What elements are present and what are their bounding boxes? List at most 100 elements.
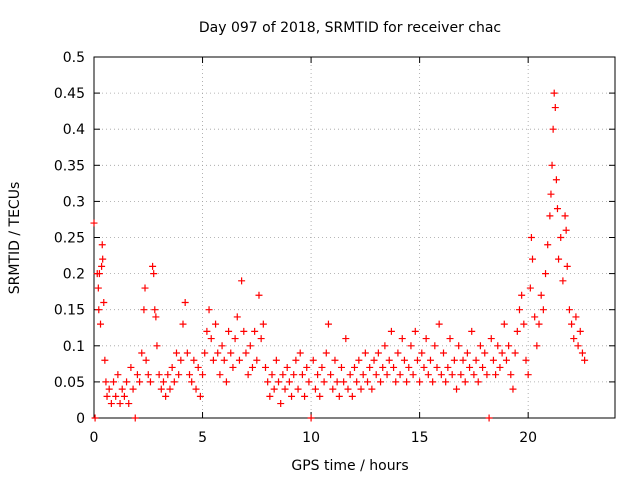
data-point [511,349,519,357]
data-point [168,363,176,371]
data-point [162,392,170,400]
data-point [396,371,404,379]
data-point [203,327,211,335]
data-point [212,320,220,328]
data-point [335,392,343,400]
data-point [94,284,102,292]
data-point [248,363,256,371]
data-point [98,241,106,249]
data-point [553,205,561,213]
data-point [261,363,269,371]
data-point [429,378,437,386]
data-point [400,356,408,364]
data-point [472,356,480,364]
data-point [440,349,448,357]
data-point [581,356,589,364]
data-point [526,284,534,292]
data-point [390,363,398,371]
data-point [152,313,160,321]
data-point [199,371,207,379]
data-point [251,327,259,335]
data-point [372,371,380,379]
data-point [364,378,372,386]
data-point [529,255,537,263]
data-point [290,371,298,379]
data-point [296,349,304,357]
data-point [190,356,198,364]
data-point [407,342,415,350]
data-point [385,356,393,364]
data-point [144,371,152,379]
data-point [175,371,183,379]
data-point [166,385,174,393]
data-point [164,371,172,379]
data-point [450,356,458,364]
y-tick-label: 0.45 [54,86,85,102]
data-point [99,255,107,263]
data-point [301,392,309,400]
data-point [98,262,106,270]
data-point [186,371,194,379]
data-point [194,363,202,371]
data-point [333,378,341,386]
data-point [227,349,235,357]
data-point [272,356,280,364]
data-point [383,371,391,379]
data-point [172,349,180,357]
data-point [105,385,113,393]
data-points [90,89,589,422]
data-point [331,356,339,364]
data-point [279,371,287,379]
data-point [448,371,456,379]
data-point [479,363,487,371]
data-point [535,320,543,328]
data-point [424,371,432,379]
data-point [103,392,111,400]
data-point [285,378,293,386]
y-tick-label: 0.35 [54,158,85,174]
x-tick-label: 5 [198,430,207,446]
y-tick-label: 0.2 [63,267,85,283]
data-point [518,291,526,299]
y-tick-label: 0.15 [54,303,85,319]
data-point [494,342,502,350]
data-point [118,385,126,393]
data-point [283,363,291,371]
data-point [305,378,313,386]
data-point [268,371,276,379]
data-point [537,291,545,299]
data-point [576,327,584,335]
data-point [201,349,209,357]
x-axis: 0 5 10 15 20 [90,57,537,446]
data-point [374,349,382,357]
data-point [561,212,569,220]
y-tick-label: 0.4 [63,122,85,138]
data-point [513,327,521,335]
data-point [116,400,124,408]
data-point [136,378,144,386]
data-point [570,335,578,343]
data-point [337,363,345,371]
x-tick-label: 20 [519,430,537,446]
data-point [403,378,411,386]
data-point [292,356,300,364]
data-point [277,400,285,408]
data-point [370,356,378,364]
data-point [170,378,178,386]
data-point [368,385,376,393]
y-tick-label: 0.3 [63,194,85,210]
data-point [418,349,426,357]
data-point [387,327,395,335]
data-point [253,356,261,364]
data-point [225,327,233,335]
data-point [437,371,445,379]
data-point [483,371,491,379]
data-point [100,298,108,306]
data-point [474,378,482,386]
x-axis-label: GPS time / hours [291,458,408,474]
data-point [470,371,478,379]
data-point [381,342,389,350]
data-point [324,320,332,328]
data-point [527,234,535,241]
